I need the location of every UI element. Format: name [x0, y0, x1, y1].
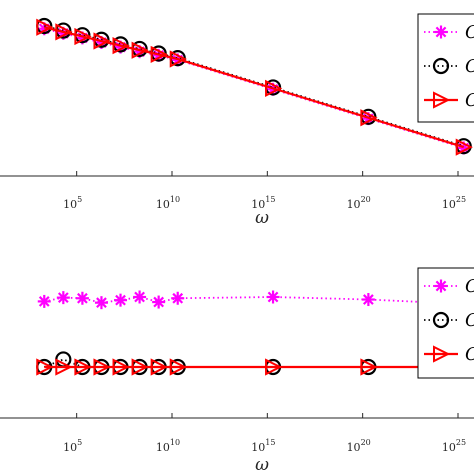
legend-label: C — [465, 90, 474, 111]
triangle-marker — [131, 358, 149, 376]
legend-entry: C — [424, 344, 474, 365]
x-axis-ticks: 105 1010 1015 1020 1025 — [63, 413, 466, 454]
legend-entry: C — [424, 22, 474, 43]
x-axis-title: ω — [255, 208, 269, 228]
triangle-marker — [433, 345, 451, 363]
triangle-marker — [36, 358, 54, 376]
asterisk-marker — [435, 26, 447, 38]
plot-area — [36, 290, 473, 376]
triangle-marker — [150, 358, 168, 376]
triangle-marker — [74, 27, 92, 46]
asterisk-marker — [115, 294, 126, 306]
legend-label: C — [465, 344, 474, 365]
asterisk-marker — [435, 280, 447, 292]
triangle-marker — [112, 37, 130, 55]
legend-entry: C — [424, 310, 474, 331]
x-tick-label: 1010 — [156, 195, 180, 211]
x-tick-label: 1025 — [442, 438, 466, 454]
plot-area — [36, 17, 473, 156]
x-tick-label: 1015 — [251, 195, 275, 211]
x-axis-title: ω — [255, 455, 269, 474]
triangle-marker — [55, 23, 73, 41]
triangle-marker — [74, 358, 92, 376]
triangle-marker — [455, 138, 473, 156]
x-axis-ticks: 105 1010 1015 1020 1025 — [63, 171, 466, 211]
triangle-marker — [433, 91, 451, 109]
legend-entry: C — [424, 90, 474, 111]
asterisk-marker — [96, 297, 107, 309]
triangle-marker — [360, 109, 378, 127]
triangle-marker — [360, 358, 378, 376]
x-tick-label: 105 — [63, 195, 82, 211]
legend[interactable]: CCC — [417, 267, 474, 379]
asterisk-marker — [363, 294, 374, 305]
x-tick-label: 1020 — [347, 195, 371, 211]
triangle-marker — [55, 358, 73, 376]
legend[interactable]: CCC — [417, 13, 474, 123]
legend-label: C — [465, 310, 474, 331]
asterisk-marker — [267, 291, 279, 303]
triangle-marker — [169, 358, 187, 376]
asterisk-marker — [153, 296, 165, 308]
series-line — [44, 27, 464, 149]
legend-entry: C — [424, 276, 474, 297]
asterisk-marker — [57, 292, 69, 304]
legend-label: C — [465, 56, 474, 77]
series-triangle-right — [36, 18, 473, 156]
triangle-marker — [131, 41, 149, 59]
triangle-marker — [150, 45, 168, 64]
x-tick-label: 1015 — [251, 438, 275, 454]
triangle-marker — [36, 18, 54, 36]
x-tick-label: 1010 — [156, 438, 180, 454]
series-triangle-right — [36, 358, 473, 376]
asterisk-marker — [134, 291, 145, 303]
x-tick-label: 1025 — [442, 195, 466, 211]
asterisk-marker — [172, 292, 184, 304]
x-tick-label: 105 — [63, 438, 82, 454]
triangle-marker — [112, 358, 130, 376]
legend-entry: C — [424, 56, 474, 77]
circle-marker — [432, 57, 450, 75]
legend-label: C — [465, 276, 474, 297]
x-tick-label: 1020 — [347, 438, 371, 454]
triangle-marker — [169, 50, 187, 68]
asterisk-marker — [38, 296, 50, 307]
triangle-marker — [93, 32, 111, 50]
circle-marker — [432, 311, 450, 329]
series-asterisk — [37, 290, 471, 311]
legend-box — [417, 267, 474, 379]
asterisk-marker — [77, 292, 88, 304]
triangle-marker — [93, 358, 111, 376]
series-circle — [36, 17, 472, 155]
legend-label: C — [465, 22, 474, 43]
triangle-marker — [265, 358, 283, 376]
triangle-marker — [265, 79, 283, 97]
